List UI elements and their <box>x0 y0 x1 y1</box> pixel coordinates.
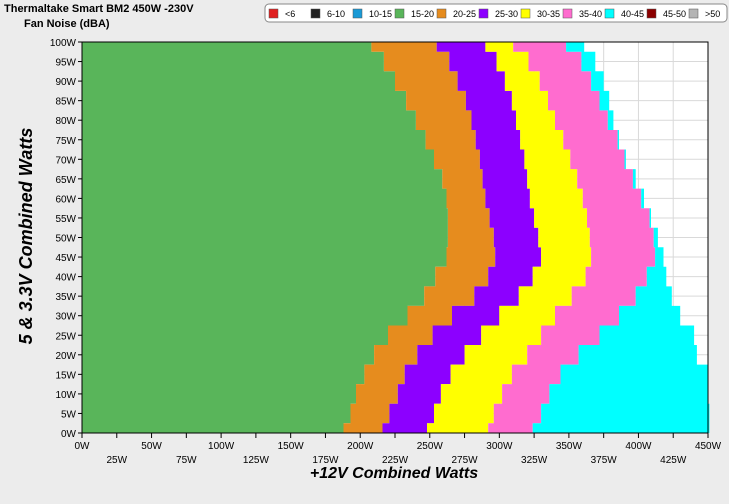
legend-swatch <box>436 8 447 19</box>
band-35-40 <box>488 42 656 433</box>
x-tick-label: 275W <box>451 455 478 466</box>
x-tick-label: 300W <box>486 441 513 452</box>
y-tick-label: 75W <box>55 136 76 147</box>
x-tick-label: 200W <box>347 441 374 452</box>
x-tick-label: 400W <box>625 441 652 452</box>
legend-item: 6-10 <box>310 8 345 19</box>
y-tick-label: 100W <box>50 38 77 49</box>
legend-item: 10-15 <box>352 8 392 19</box>
y-tick-label: 60W <box>55 194 76 205</box>
y-tick-label: 80W <box>55 116 76 127</box>
legend-swatch <box>352 8 363 19</box>
legend-label: 15-20 <box>411 9 434 19</box>
legend-label: 10-15 <box>369 9 392 19</box>
x-tick-label: 350W <box>556 441 583 452</box>
x-tick-label: 175W <box>312 455 339 466</box>
x-tick-label: 75W <box>176 455 197 466</box>
legend-item: >50 <box>688 8 720 19</box>
y-tick-label: 20W <box>55 351 76 362</box>
legend-label: 25-30 <box>495 9 518 19</box>
y-tick-label: 0W <box>61 429 77 440</box>
legend-label: 40-45 <box>621 9 644 19</box>
y-tick-label: 35W <box>55 292 76 303</box>
legend-swatch <box>646 8 657 19</box>
legend-item: 40-45 <box>604 8 644 19</box>
legend-swatch <box>520 8 531 19</box>
y-tick-label: 70W <box>55 155 76 166</box>
legend-item: 15-20 <box>394 8 434 19</box>
chart-title: Thermaltake Smart BM2 450W -230V <box>4 3 194 15</box>
y-tick-label: 90W <box>55 77 76 88</box>
y-tick-label: 50W <box>55 234 76 245</box>
band-20-25 <box>343 42 496 433</box>
y-axis-ticks: 0W 5W 10W 15W 20W 25W 30W 35W 40W 45W 50W 55W 60W 65W… <box>50 38 82 440</box>
band-40-45 <box>532 42 710 433</box>
legend-swatch <box>562 8 573 19</box>
legend-swatch <box>478 8 489 19</box>
x-axis-ticks: 0W 25W 50W 75W 100W 125W 150W 175W 200W 225W 250W 2… <box>75 433 722 466</box>
legend-label: 30-35 <box>537 9 560 19</box>
y-tick-label: 5W <box>61 409 77 420</box>
y-tick-label: 10W <box>55 390 76 401</box>
legend-item: 45-50 <box>646 8 686 19</box>
legend-label: <6 <box>285 9 295 19</box>
y-axis-label: 5 & 3.3V Combined Watts <box>16 128 36 345</box>
legend-swatch <box>310 8 321 19</box>
legend-swatch <box>394 8 405 19</box>
x-tick-label: 0W <box>75 441 91 452</box>
y-tick-label: 85W <box>55 97 76 108</box>
legend-label: 35-40 <box>579 9 602 19</box>
y-tick-label: 25W <box>55 331 76 342</box>
legend-swatch <box>268 8 279 19</box>
y-tick-label: 30W <box>55 312 76 323</box>
x-tick-label: 425W <box>660 455 687 466</box>
band-25-30 <box>382 42 542 433</box>
legend-item: 20-25 <box>436 8 476 19</box>
x-tick-label: 50W <box>141 441 162 452</box>
legend-item: 30-35 <box>520 8 560 19</box>
y-tick-label: 45W <box>55 253 76 264</box>
legend-label: 6-10 <box>327 9 345 19</box>
x-tick-label: 225W <box>382 455 409 466</box>
y-tick-label: 65W <box>55 175 76 186</box>
legend-swatch <box>604 8 615 19</box>
legend-label: 45-50 <box>663 9 686 19</box>
y-tick-label: 95W <box>55 58 76 69</box>
x-tick-label: 125W <box>243 455 270 466</box>
band-30-35 <box>427 42 592 433</box>
x-tick-label: 375W <box>591 455 618 466</box>
x-tick-label: 150W <box>278 441 305 452</box>
plot-area <box>81 41 710 434</box>
x-tick-label: 100W <box>208 441 235 452</box>
legend-label: 20-25 <box>453 9 476 19</box>
y-tick-label: 15W <box>55 370 76 381</box>
legend-swatch <box>688 8 699 19</box>
y-tick-label: 55W <box>55 214 76 225</box>
x-axis-label: +12V Combined Watts <box>310 465 478 482</box>
x-tick-label: 250W <box>417 441 444 452</box>
band-15-20 <box>82 42 448 433</box>
legend-item: <6 <box>268 8 295 19</box>
x-tick-label: 325W <box>521 455 548 466</box>
y-tick-label: 40W <box>55 273 76 284</box>
x-tick-label: 25W <box>106 455 127 466</box>
legend: <6 6-10 10-15 15-20 20-25 25-30 30-35 35-40 40-4… <box>264 3 728 23</box>
chart-subtitle: Fan Noise (dBA) <box>24 18 110 30</box>
x-tick-label: 450W <box>695 441 722 452</box>
legend-label: >50 <box>705 9 720 19</box>
legend-item: 25-30 <box>478 8 518 19</box>
legend-item: 35-40 <box>562 8 602 19</box>
